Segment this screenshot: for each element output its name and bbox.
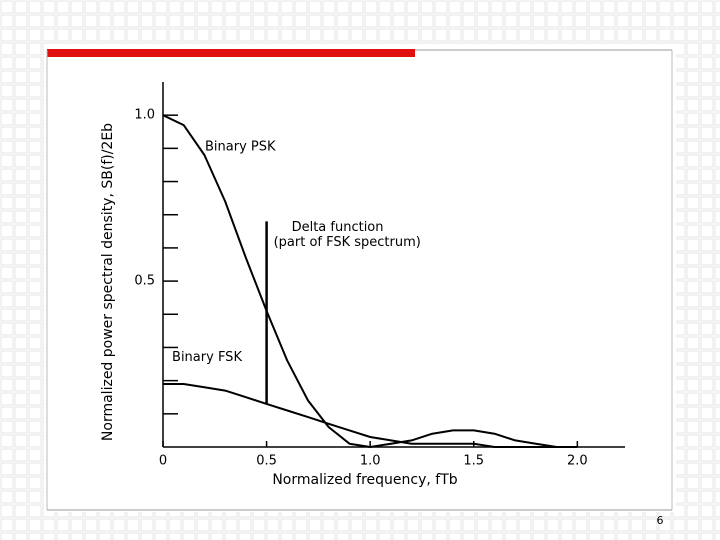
x-tick-label: 1.5 xyxy=(463,454,484,469)
x-tick-label: 1.0 xyxy=(360,454,381,469)
background-pattern xyxy=(676,0,720,540)
x-tick-label: 2.0 xyxy=(567,454,588,469)
y-tick-label: 1.0 xyxy=(134,108,155,123)
delta-sublabel: (part of FSK spectrum) xyxy=(274,235,421,250)
x-tick-label: 0.5 xyxy=(256,454,277,469)
x-tick-label: 0 xyxy=(159,454,167,469)
series-line xyxy=(162,114,578,448)
y-tick-label: 0.5 xyxy=(134,274,155,289)
background-pattern xyxy=(0,512,720,540)
background-pattern xyxy=(0,0,720,44)
page-number: 6 xyxy=(657,514,664,527)
y-axis-label: Normalized power spectral density, SB(f)… xyxy=(100,123,116,441)
x-axis-label: Normalized frequency, fTb xyxy=(272,472,457,488)
background-pattern xyxy=(0,0,44,540)
accent-bar xyxy=(47,49,415,57)
delta-label: Delta function xyxy=(292,220,384,235)
series-label: Binary PSK xyxy=(205,140,276,155)
series-line xyxy=(163,383,578,448)
series-label: Binary FSK xyxy=(172,350,242,365)
